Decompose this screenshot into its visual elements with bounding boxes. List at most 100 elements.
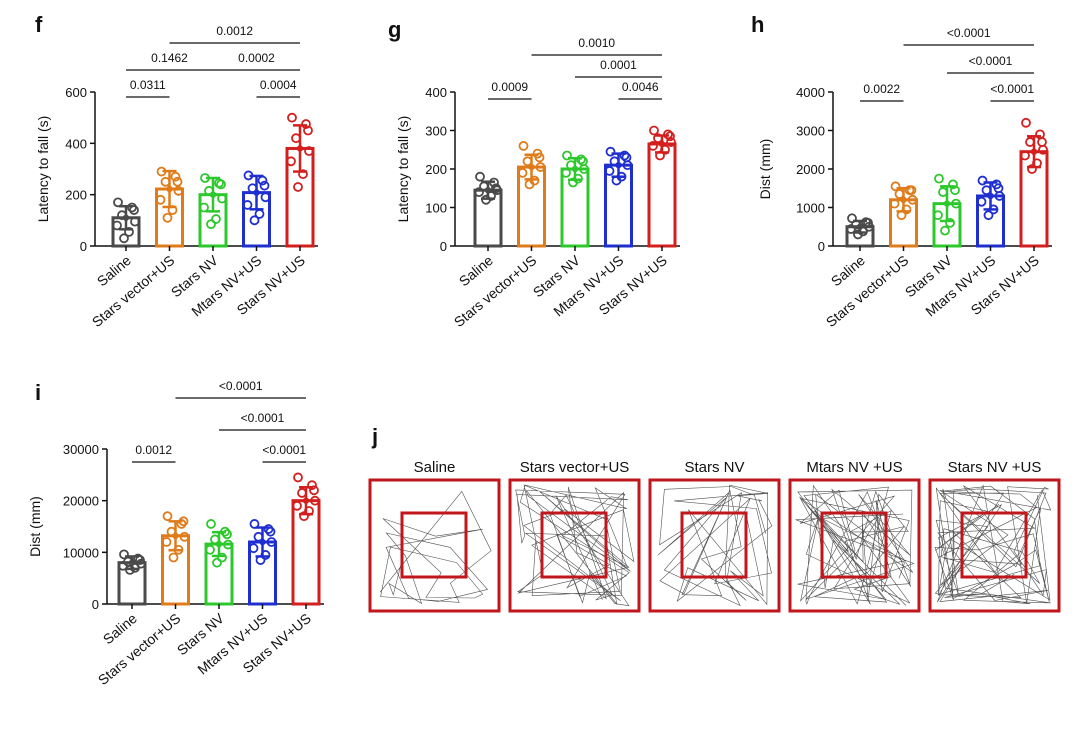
data-point bbox=[156, 166, 167, 177]
data-point bbox=[220, 526, 230, 537]
data-point bbox=[566, 160, 576, 171]
panel-letter-f: f bbox=[35, 12, 43, 37]
data-point bbox=[259, 180, 270, 191]
arena-border bbox=[788, 478, 921, 613]
mean-marker bbox=[128, 559, 136, 566]
data-point bbox=[168, 552, 179, 563]
data-point bbox=[205, 544, 215, 555]
panel-letter-j: j bbox=[371, 424, 378, 449]
data-point bbox=[217, 193, 227, 204]
p-value-label: 0.0012 bbox=[135, 443, 172, 457]
y-tick-label: 200 bbox=[65, 188, 87, 203]
y-tick-label: 10000 bbox=[63, 545, 99, 560]
center-zone bbox=[540, 511, 608, 579]
data-point bbox=[562, 150, 572, 161]
data-point bbox=[621, 152, 632, 163]
data-point bbox=[534, 152, 545, 163]
y-tick-label: 200 bbox=[425, 162, 447, 177]
data-point bbox=[853, 229, 863, 240]
y-axis-title: Dist (mm) bbox=[757, 139, 773, 200]
y-tick-label: 2000 bbox=[796, 162, 825, 177]
data-point bbox=[125, 565, 135, 575]
data-point bbox=[119, 549, 129, 560]
mean-marker bbox=[172, 532, 179, 539]
data-point bbox=[254, 209, 265, 219]
data-point bbox=[655, 150, 665, 161]
data-point bbox=[981, 185, 992, 196]
y-tick-label: 400 bbox=[425, 85, 447, 100]
y-tick-label: 400 bbox=[65, 136, 87, 151]
data-point bbox=[247, 183, 258, 194]
data-point bbox=[124, 226, 134, 237]
data-point bbox=[113, 197, 123, 208]
data-point bbox=[518, 140, 529, 151]
data-point bbox=[993, 183, 1004, 194]
data-point bbox=[524, 179, 535, 190]
y-tick-label: 0 bbox=[440, 239, 447, 254]
data-point bbox=[166, 526, 177, 537]
bar-4 bbox=[291, 499, 321, 606]
center-zone bbox=[820, 511, 888, 579]
y-tick-label: 20000 bbox=[63, 494, 99, 509]
data-point bbox=[988, 204, 999, 215]
data-point bbox=[561, 167, 571, 178]
data-point bbox=[938, 187, 948, 198]
p-value-label: 0.0001 bbox=[600, 58, 637, 72]
mean-marker bbox=[166, 185, 173, 193]
data-point bbox=[129, 205, 139, 215]
data-point bbox=[248, 543, 259, 554]
data-point bbox=[576, 154, 586, 165]
center-zone bbox=[400, 511, 468, 579]
track-plot-2: Stars NV bbox=[648, 459, 781, 613]
data-point bbox=[479, 181, 489, 192]
panel-j: j Saline Stars vector+US Stars NV Mtars NV +… bbox=[368, 424, 1061, 613]
p-value-label: <0.0001 bbox=[262, 443, 306, 457]
data-point bbox=[578, 156, 588, 167]
mean-marker bbox=[209, 191, 217, 198]
data-point bbox=[940, 225, 950, 236]
data-point bbox=[211, 214, 221, 224]
data-point bbox=[242, 200, 253, 210]
data-point bbox=[977, 175, 988, 186]
data-point bbox=[491, 183, 501, 194]
data-point bbox=[901, 204, 912, 215]
track-title: Stars NV +US bbox=[948, 459, 1042, 476]
mean-marker bbox=[296, 145, 304, 152]
arena-border bbox=[368, 478, 501, 613]
data-point bbox=[173, 185, 184, 196]
data-point bbox=[649, 125, 659, 136]
data-point bbox=[199, 202, 209, 213]
panel-letter-h: h bbox=[751, 12, 764, 37]
data-point bbox=[257, 175, 268, 186]
y-axis-title: Latency to fall (s) bbox=[395, 116, 411, 223]
data-point bbox=[309, 485, 319, 496]
p-value-label: 0.0012 bbox=[216, 24, 253, 38]
mean-marker bbox=[615, 161, 622, 169]
mean-marker bbox=[658, 140, 666, 148]
p-value-label: 0.1462 bbox=[151, 51, 188, 65]
trajectory-path bbox=[515, 484, 635, 607]
y-tick-label: 4000 bbox=[796, 85, 825, 100]
mean-marker bbox=[253, 189, 260, 196]
data-point bbox=[260, 550, 271, 560]
y-tick-label: 300 bbox=[425, 124, 447, 139]
data-point bbox=[648, 140, 658, 151]
data-point bbox=[653, 133, 663, 144]
data-point bbox=[889, 198, 900, 209]
arena-border bbox=[508, 478, 641, 613]
data-point bbox=[310, 495, 320, 506]
data-point bbox=[665, 131, 675, 142]
data-point bbox=[906, 185, 917, 196]
data-point bbox=[951, 198, 961, 209]
data-point bbox=[130, 216, 140, 227]
data-point bbox=[255, 555, 266, 565]
data-point bbox=[260, 192, 271, 203]
data-point bbox=[475, 171, 485, 182]
data-point bbox=[933, 210, 943, 221]
track-title: Mtars NV +US bbox=[806, 459, 902, 476]
data-point bbox=[212, 557, 222, 568]
p-value-label: 0.0022 bbox=[863, 82, 900, 96]
